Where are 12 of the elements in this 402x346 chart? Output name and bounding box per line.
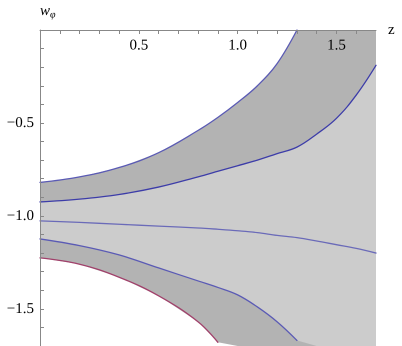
x-axis-title: z bbox=[388, 22, 395, 38]
y-tick-label: −1.5 bbox=[6, 300, 34, 317]
line-series bbox=[39, 220, 377, 254]
line-series bbox=[39, 29, 298, 184]
y-tick-label: −1.0 bbox=[6, 208, 34, 224]
x-tick-label: 1.0 bbox=[228, 38, 248, 54]
line-series bbox=[39, 238, 298, 342]
y-tick-label: −0.5 bbox=[6, 114, 34, 131]
line-series bbox=[39, 257, 219, 343]
x-tick-label: 1.5 bbox=[327, 38, 346, 54]
x-tick-label: 0.5 bbox=[129, 38, 148, 54]
line-series bbox=[39, 64, 377, 203]
